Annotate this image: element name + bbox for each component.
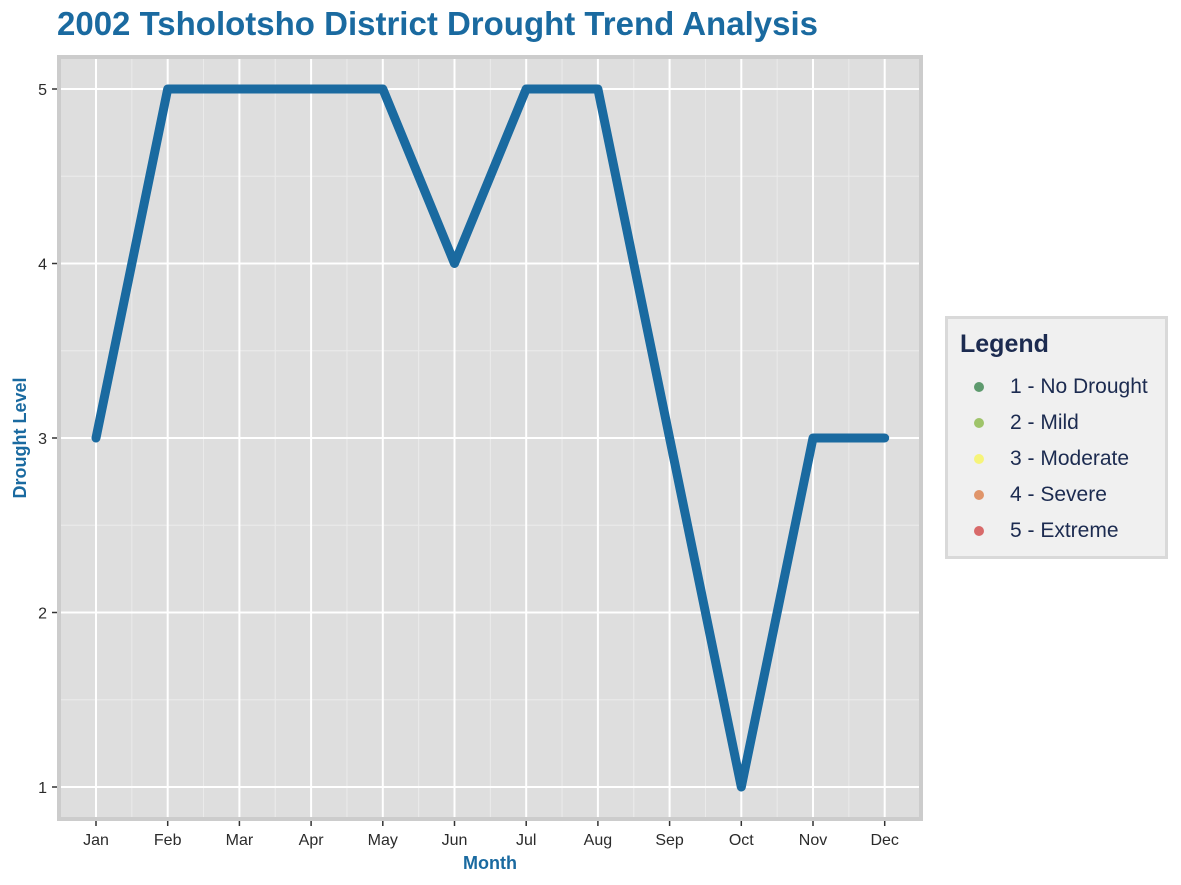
x-tick-label: Jan xyxy=(83,832,109,849)
legend-item: 5 - Extreme xyxy=(948,513,1165,549)
x-tick-label: Nov xyxy=(799,832,827,849)
y-tick-label: 4 xyxy=(38,257,47,274)
chart-title: 2002 Tsholotsho District Drought Trend A… xyxy=(57,5,818,42)
legend: Legend 1 - No Drought 2 - Mild 3 - Moderat… xyxy=(945,316,1168,559)
x-tick-label: Dec xyxy=(870,832,898,849)
legend-swatch xyxy=(975,455,983,463)
y-tick-label: 1 xyxy=(38,780,47,797)
legend-label: 1 - No Drought xyxy=(1010,375,1148,398)
x-axis-title: Month xyxy=(463,853,517,873)
legend-item: 2 - Mild xyxy=(948,405,1165,441)
plot-panel-border xyxy=(57,55,923,821)
legend-label: 2 - Mild xyxy=(1010,411,1079,434)
x-tick-label: Aug xyxy=(584,832,612,849)
legend-item: 4 - Severe xyxy=(948,477,1165,513)
legend-swatch xyxy=(975,419,983,427)
legend-swatch xyxy=(975,527,983,535)
legend-label: 5 - Extreme xyxy=(1010,519,1119,542)
series-line xyxy=(91,84,890,792)
y-tick-label: 5 xyxy=(38,82,47,99)
x-tick-label: Sep xyxy=(655,832,684,849)
series-layer xyxy=(91,84,890,792)
y-tick-label: 2 xyxy=(38,606,47,623)
x-tick-label: Mar xyxy=(226,832,254,849)
legend-label: 3 - Moderate xyxy=(1010,447,1130,470)
x-tick-label: Feb xyxy=(154,832,182,849)
y-axis: 1 2 3 4 5 xyxy=(38,82,57,797)
y-axis-title: Drought Level xyxy=(10,377,30,498)
x-tick-label: Apr xyxy=(299,832,325,849)
x-tick-label: May xyxy=(368,832,398,849)
legend-swatch xyxy=(975,491,983,499)
legend-item: 3 - Moderate xyxy=(948,441,1165,477)
x-tick-label: Jul xyxy=(516,832,536,849)
x-axis: Jan Feb Mar Apr May Jun Jul Aug Sep Oct Nov Dec xyxy=(83,821,899,849)
x-tick-label: Jun xyxy=(442,832,468,849)
x-tick-label: Oct xyxy=(729,832,754,849)
legend-swatch xyxy=(975,383,983,391)
legend-label: 4 - Severe xyxy=(1010,483,1107,506)
legend-title: Legend xyxy=(960,330,1049,358)
legend-item: 1 - No Drought xyxy=(948,369,1165,405)
y-tick-label: 3 xyxy=(38,431,47,448)
